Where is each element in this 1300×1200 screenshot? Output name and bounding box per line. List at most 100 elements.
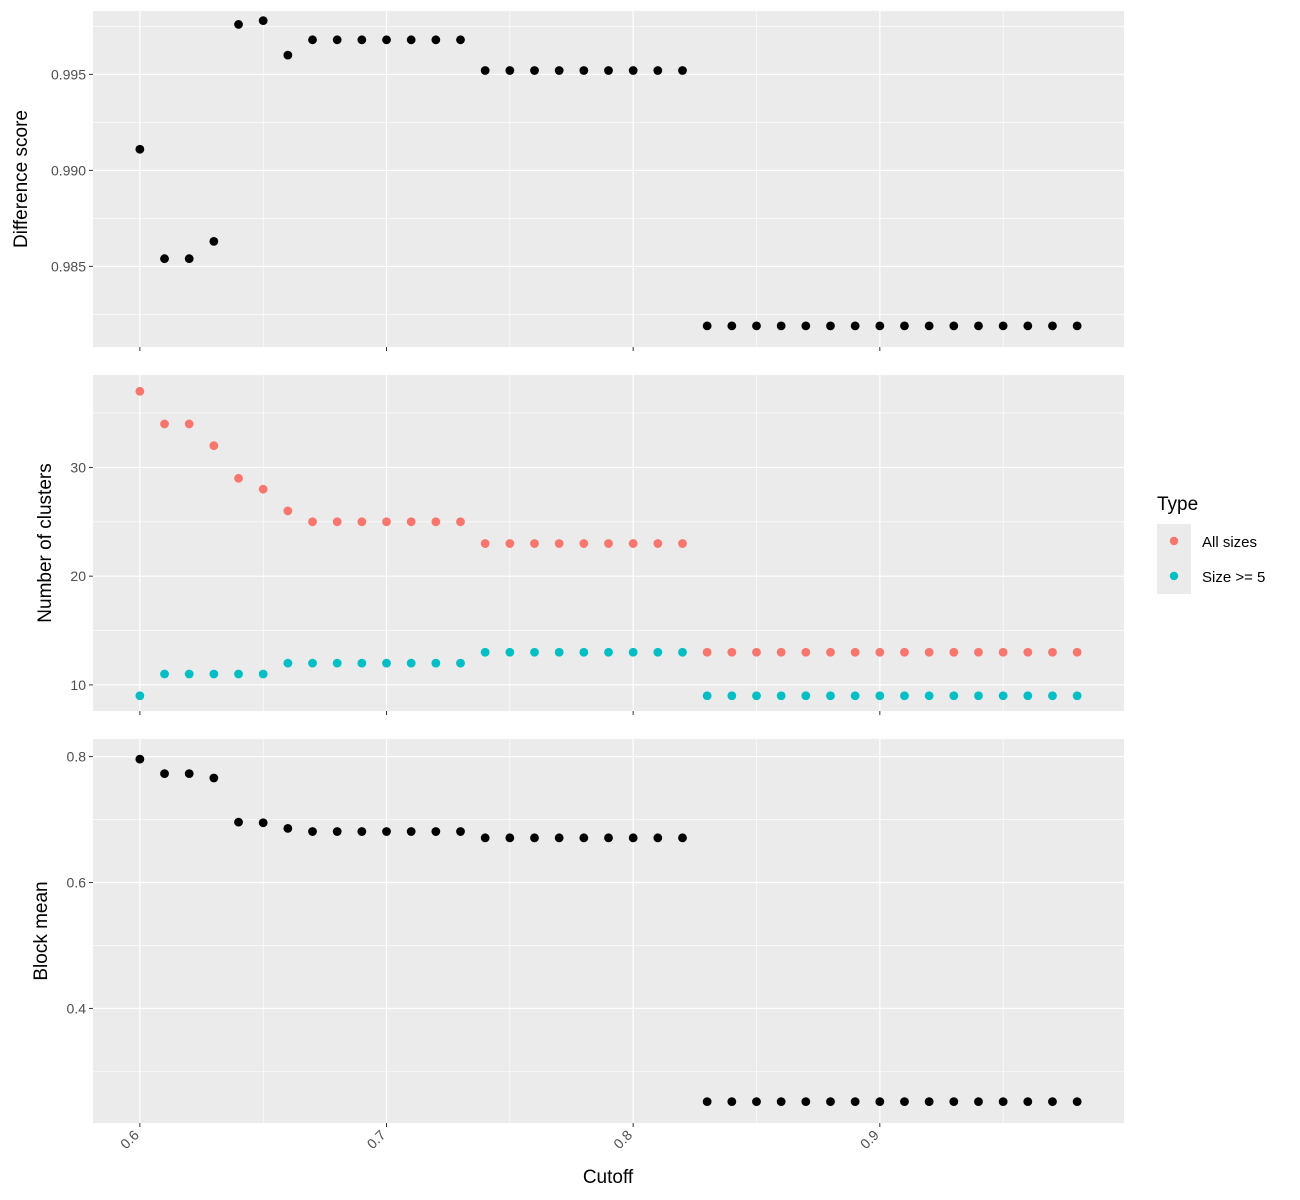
point-size-5 <box>505 647 515 657</box>
point-size-5 <box>184 669 194 679</box>
point-difference <box>604 66 613 75</box>
panel-background <box>93 739 1124 1123</box>
point-size-5 <box>579 647 589 657</box>
point-difference <box>456 35 465 45</box>
point-difference <box>530 66 539 75</box>
point-all-sizes <box>850 647 860 657</box>
point-difference <box>974 321 983 331</box>
point-size-5 <box>456 658 465 668</box>
point-block <box>456 827 465 836</box>
point-block <box>579 833 589 843</box>
point-block <box>505 833 515 843</box>
point-difference <box>234 20 243 29</box>
point-all-sizes <box>505 539 515 548</box>
point-block <box>998 1097 1008 1106</box>
point-all-sizes <box>826 647 835 657</box>
point-block <box>480 833 490 843</box>
point-block <box>628 833 638 843</box>
point-difference <box>357 35 367 45</box>
point-all-sizes <box>554 539 564 548</box>
legend-title: Type <box>1157 494 1198 515</box>
point-all-sizes <box>530 539 539 548</box>
point-block <box>776 1097 786 1106</box>
point-size-5 <box>1072 691 1082 701</box>
point-all-sizes <box>258 484 268 494</box>
point-difference <box>332 35 342 45</box>
y-axis-title: Difference score <box>11 110 32 248</box>
point-all-sizes <box>456 517 465 527</box>
point-block <box>949 1097 959 1106</box>
panel-clusters: 10 20 30 Number of clusters <box>35 375 1124 715</box>
point-difference <box>628 66 638 75</box>
point-block <box>209 773 219 783</box>
point-all-sizes <box>875 647 885 657</box>
y-axis-title: Number of clusters <box>35 463 56 622</box>
point-difference <box>431 35 441 45</box>
point-block <box>875 1097 885 1106</box>
point-size-5 <box>357 658 367 668</box>
y-tick-label: 0.985 <box>51 258 86 274</box>
point-size-5 <box>776 691 786 701</box>
legend-label-size-ge-5: Size >= 5 <box>1202 569 1265 586</box>
point-block <box>258 818 268 828</box>
point-difference <box>900 321 909 331</box>
point-block <box>283 823 293 833</box>
point-all-sizes <box>628 539 638 548</box>
panels: 0.985 0.990 0.995 Difference score 10 20 30 Num… <box>11 11 1124 1152</box>
point-size-5 <box>431 658 441 668</box>
point-difference <box>949 321 959 331</box>
point-size-5 <box>480 647 490 657</box>
y-tick-label: 0.995 <box>51 66 86 82</box>
point-size-5 <box>1048 691 1057 701</box>
point-size-5 <box>702 691 712 701</box>
point-all-sizes <box>1023 647 1033 657</box>
point-all-sizes <box>974 647 983 657</box>
point-block <box>974 1097 983 1106</box>
point-difference <box>283 50 293 60</box>
point-all-sizes <box>332 517 342 527</box>
y-tick-label: 0.6 <box>67 875 87 891</box>
point-size-5 <box>209 669 219 679</box>
point-size-5 <box>974 691 983 701</box>
point-size-5 <box>924 691 934 701</box>
point-difference <box>1023 321 1033 331</box>
point-difference <box>702 321 712 331</box>
legend-key-size-ge-5 <box>1169 571 1179 581</box>
point-size-5 <box>1023 691 1033 701</box>
point-difference <box>727 321 737 331</box>
point-all-sizes <box>900 647 909 657</box>
point-all-sizes <box>406 517 416 527</box>
point-block <box>1048 1097 1057 1106</box>
point-size-5 <box>900 691 909 701</box>
legend-label-all-sizes: All sizes <box>1202 534 1257 551</box>
point-all-sizes <box>1048 647 1057 657</box>
point-all-sizes <box>160 419 169 429</box>
point-difference <box>924 321 934 331</box>
point-block <box>308 827 317 836</box>
point-block <box>357 827 367 836</box>
point-all-sizes <box>357 517 367 527</box>
point-all-sizes <box>949 647 959 657</box>
point-block <box>653 833 663 843</box>
point-all-sizes <box>431 517 441 527</box>
point-all-sizes <box>382 517 391 527</box>
legend: Type All sizes Size >= 5 <box>1157 494 1265 594</box>
point-difference <box>678 66 687 75</box>
point-difference <box>1048 321 1057 331</box>
point-size-5 <box>875 691 885 701</box>
point-all-sizes <box>209 441 219 451</box>
point-all-sizes <box>653 539 663 548</box>
point-all-sizes <box>752 647 761 657</box>
point-all-sizes <box>135 386 145 396</box>
point-block <box>752 1097 761 1106</box>
point-size-5 <box>678 647 687 657</box>
point-all-sizes <box>234 473 243 483</box>
point-size-5 <box>653 647 663 657</box>
x-tick-label: 0.7 <box>364 1127 389 1152</box>
point-difference <box>1072 321 1082 331</box>
point-size-5 <box>135 691 145 701</box>
point-block <box>826 1097 835 1106</box>
point-block <box>604 833 613 843</box>
point-block <box>1023 1097 1033 1106</box>
